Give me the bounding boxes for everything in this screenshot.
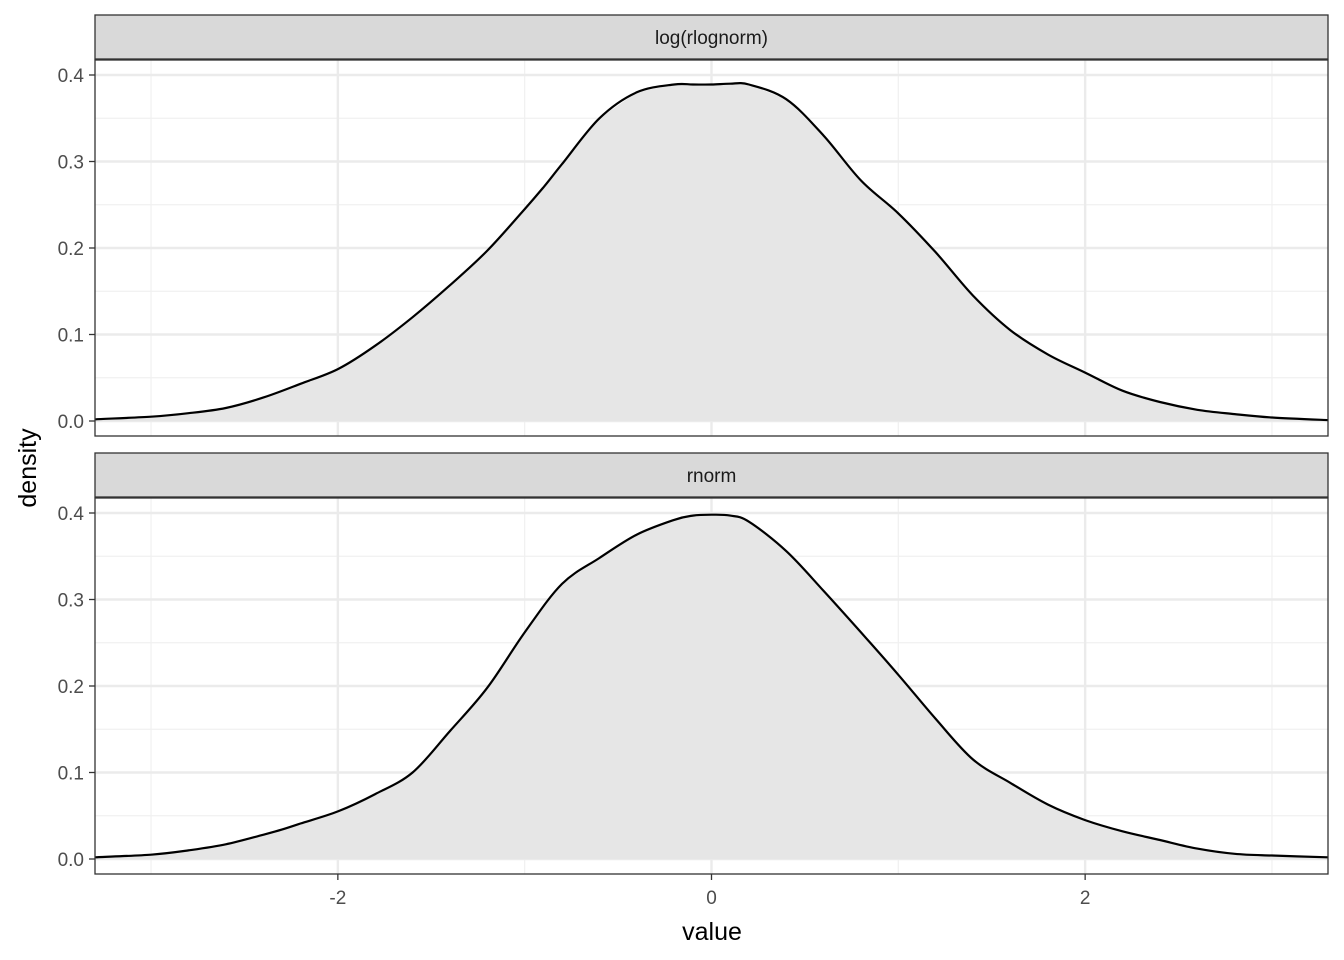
y-tick-label: 0.0 [58,850,84,871]
density-line [94,513,1329,859]
x-axis: -2 0 2 [329,874,1090,909]
y-tick-label: 0.2 [58,677,84,698]
y-tick-label: 0.4 [58,66,85,87]
x-axis-title: value [682,918,742,946]
facet-panel-0: log(rlognorm) 0.0 0.1 0.2 0.3 0.4 [58,14,1329,437]
x-tick-label: 2 [1080,888,1091,909]
y-tick-label: 0.0 [58,412,84,433]
y-tick-label: 0.1 [58,326,84,347]
density-line [94,82,1329,422]
y-tick-label: 0.3 [58,153,84,174]
facet-strip-label: rnorm [687,466,737,487]
facet-strip-label: log(rlognorm) [655,28,768,49]
facet-strip [94,14,1329,60]
y-tick-label: 0.3 [58,591,84,612]
facet-panels: log(rlognorm) 0.0 0.1 0.2 0.3 0.4 rnorm 0.0 0.1 0… [58,14,1329,875]
y-tick-label: 0.4 [58,504,85,525]
facet-strip [94,452,1329,498]
y-tick-label: 0.2 [58,239,84,260]
x-tick-label: -2 [329,888,346,909]
density-area [95,514,1328,859]
y-tick-label: 0.1 [58,764,84,785]
facet-panel-1: rnorm 0.0 0.1 0.2 0.3 0.4 [58,452,1329,875]
x-tick-label: 0 [706,888,717,909]
y-axis-title: density [14,428,42,508]
